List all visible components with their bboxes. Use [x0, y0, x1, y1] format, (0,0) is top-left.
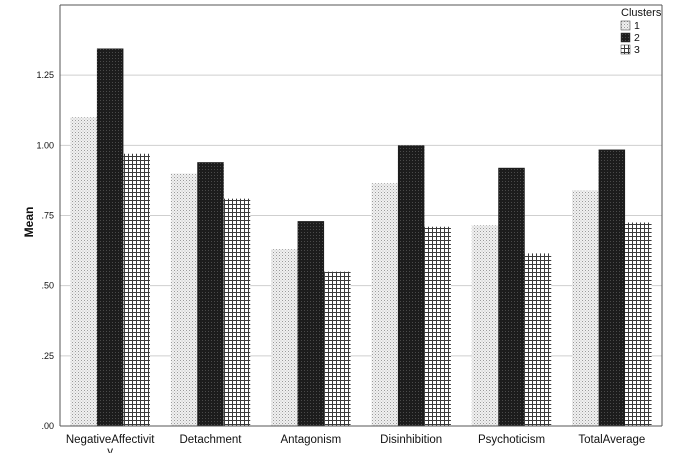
bar-antagonism-cluster-2	[297, 221, 325, 426]
x-tick-label: Disinhibition	[380, 434, 442, 446]
bar-detachment-cluster-3	[223, 198, 251, 426]
bar-negativeaffectivity-cluster-2	[96, 48, 124, 427]
x-tick-label: y	[107, 446, 113, 453]
bar-disinhibition-cluster-3	[424, 226, 451, 426]
y-tick-label: 1.25	[36, 70, 54, 80]
legend: Clusters 123	[620, 7, 662, 56]
bar-disinhibition-cluster-2	[397, 145, 425, 427]
legend-items: 123	[620, 20, 640, 56]
legend-label-cluster-3: 3	[634, 44, 640, 56]
bar-totalaverage-cluster-3	[625, 222, 652, 426]
x-tick-label: Antagonism	[280, 434, 341, 446]
bar-psychoticism-cluster-1	[471, 225, 499, 426]
x-tick-label: Psychoticism	[478, 434, 545, 446]
axes	[59, 4, 663, 427]
x-tick-label: NegativeAffectivit	[66, 434, 155, 446]
bar-detachment-cluster-2	[197, 162, 224, 426]
gridlines	[60, 74, 662, 357]
legend-label-cluster-1: 1	[634, 20, 640, 32]
legend-swatch-cluster-3	[620, 44, 631, 55]
y-tick-label: .75	[41, 211, 54, 221]
legend-label-cluster-2: 2	[634, 32, 640, 44]
bar-psychoticism-cluster-3	[524, 253, 552, 426]
x-tick-label: Detachment	[179, 434, 242, 446]
y-tick-label: .00	[41, 421, 54, 431]
bar-negativeaffectivity-cluster-1	[70, 117, 97, 427]
bar-totalaverage-cluster-1	[572, 190, 599, 426]
y-tick-label: 1.00	[36, 140, 54, 150]
bar-antagonism-cluster-1	[271, 249, 298, 426]
y-tick-label: .25	[41, 351, 54, 361]
bar-totalaverage-cluster-2	[598, 149, 626, 426]
bar-negativeaffectivity-cluster-3	[123, 153, 150, 426]
legend-title: Clusters	[621, 7, 662, 19]
y-tick-labels: .00 .25 .50 .75 1.00 1.25	[36, 70, 54, 431]
x-tick-label: TotalAverage	[578, 434, 645, 446]
bar-antagonism-cluster-3	[324, 271, 351, 426]
y-axis-label: Mean	[22, 207, 36, 238]
legend-swatch-cluster-2	[620, 32, 631, 43]
bar-disinhibition-cluster-1	[371, 183, 398, 426]
y-tick-label: .50	[41, 281, 54, 291]
bars	[70, 48, 652, 427]
bar-detachment-cluster-1	[170, 173, 198, 426]
legend-swatch-cluster-1	[620, 20, 631, 31]
bar-psychoticism-cluster-2	[498, 167, 525, 426]
